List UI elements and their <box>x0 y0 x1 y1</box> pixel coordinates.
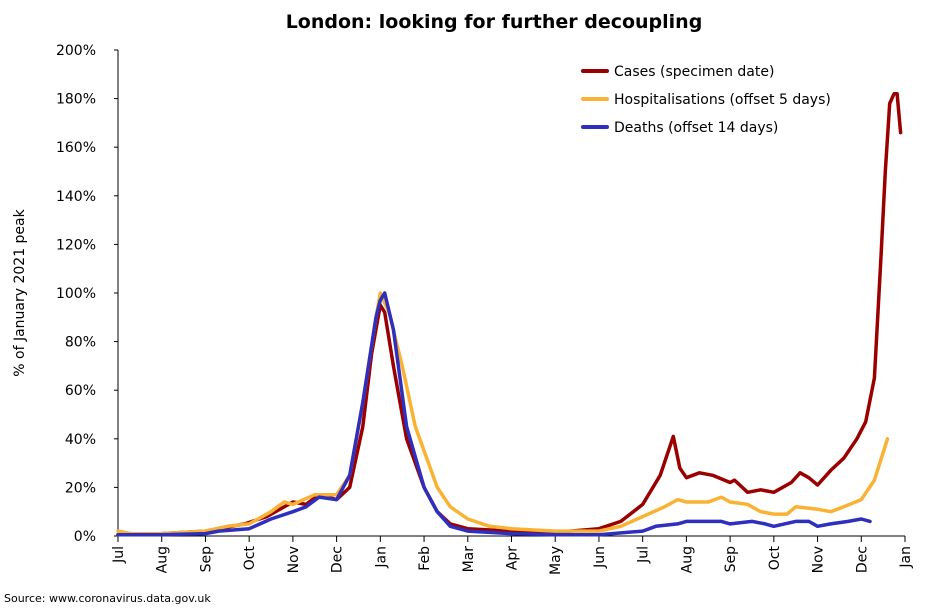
series-line-0 <box>116 91 903 537</box>
source-note: Source: www.coronavirus.data.gov.uk <box>4 592 211 605</box>
series-line-2 <box>116 291 872 537</box>
x-tick-label: Jul <box>636 546 652 564</box>
x-tick-label: Oct <box>767 546 783 571</box>
x-tick-label: Jun <box>592 546 608 569</box>
x-tick-label: Apr <box>505 546 521 570</box>
x-tick-label: Oct <box>242 546 258 571</box>
y-tick-label: 200% <box>56 43 96 59</box>
x-tick-label: Sep <box>198 546 214 573</box>
y-tick-label: 180% <box>56 92 96 108</box>
y-tick-label: 140% <box>56 189 96 205</box>
x-tick-label: Dec <box>330 546 346 573</box>
y-tick-label: 0% <box>74 529 96 545</box>
legend-label-0: Cases (specimen date) <box>614 64 774 80</box>
y-axis-label: % of January 2021 peak <box>12 208 28 376</box>
x-tick-label: Nov <box>811 546 827 573</box>
x-tick-label: Mar <box>461 546 477 573</box>
legend: Cases (specimen date) Hospitalisations (o… <box>581 64 831 136</box>
x-tick-label: Feb <box>417 546 433 571</box>
y-tick-label: 80% <box>65 335 96 351</box>
y-tick-label: 120% <box>56 237 96 253</box>
x-tick-label: Nov <box>286 546 302 573</box>
y-tick-label: 160% <box>56 140 96 156</box>
legend-label-2: Deaths (offset 14 days) <box>614 120 778 136</box>
y-tick-label: 100% <box>56 286 96 302</box>
chart-title: London: looking for further decoupling <box>286 11 703 33</box>
series-line-1 <box>116 291 890 536</box>
x-tick-label: Jan <box>373 546 389 569</box>
axes: 0% 20% 40% 60% 80% 100% 120% 140% 160% 180% 200% Ju… <box>56 43 914 575</box>
x-tick-label: Jan <box>898 546 914 569</box>
legend-label-1: Hospitalisations (offset 5 days) <box>614 92 831 108</box>
series-lines <box>116 91 903 537</box>
x-tick-label: Aug <box>679 546 695 573</box>
x-tick-label: Aug <box>155 546 171 573</box>
x-tick-label: Sep <box>723 546 739 573</box>
x-tick-label: Dec <box>854 546 870 573</box>
y-tick-label: 40% <box>65 432 96 448</box>
y-tick-label: 20% <box>65 480 96 496</box>
x-tick-label: Jul <box>111 546 127 564</box>
x-tick-label: May <box>548 546 564 575</box>
y-tick-label: 60% <box>65 383 96 399</box>
